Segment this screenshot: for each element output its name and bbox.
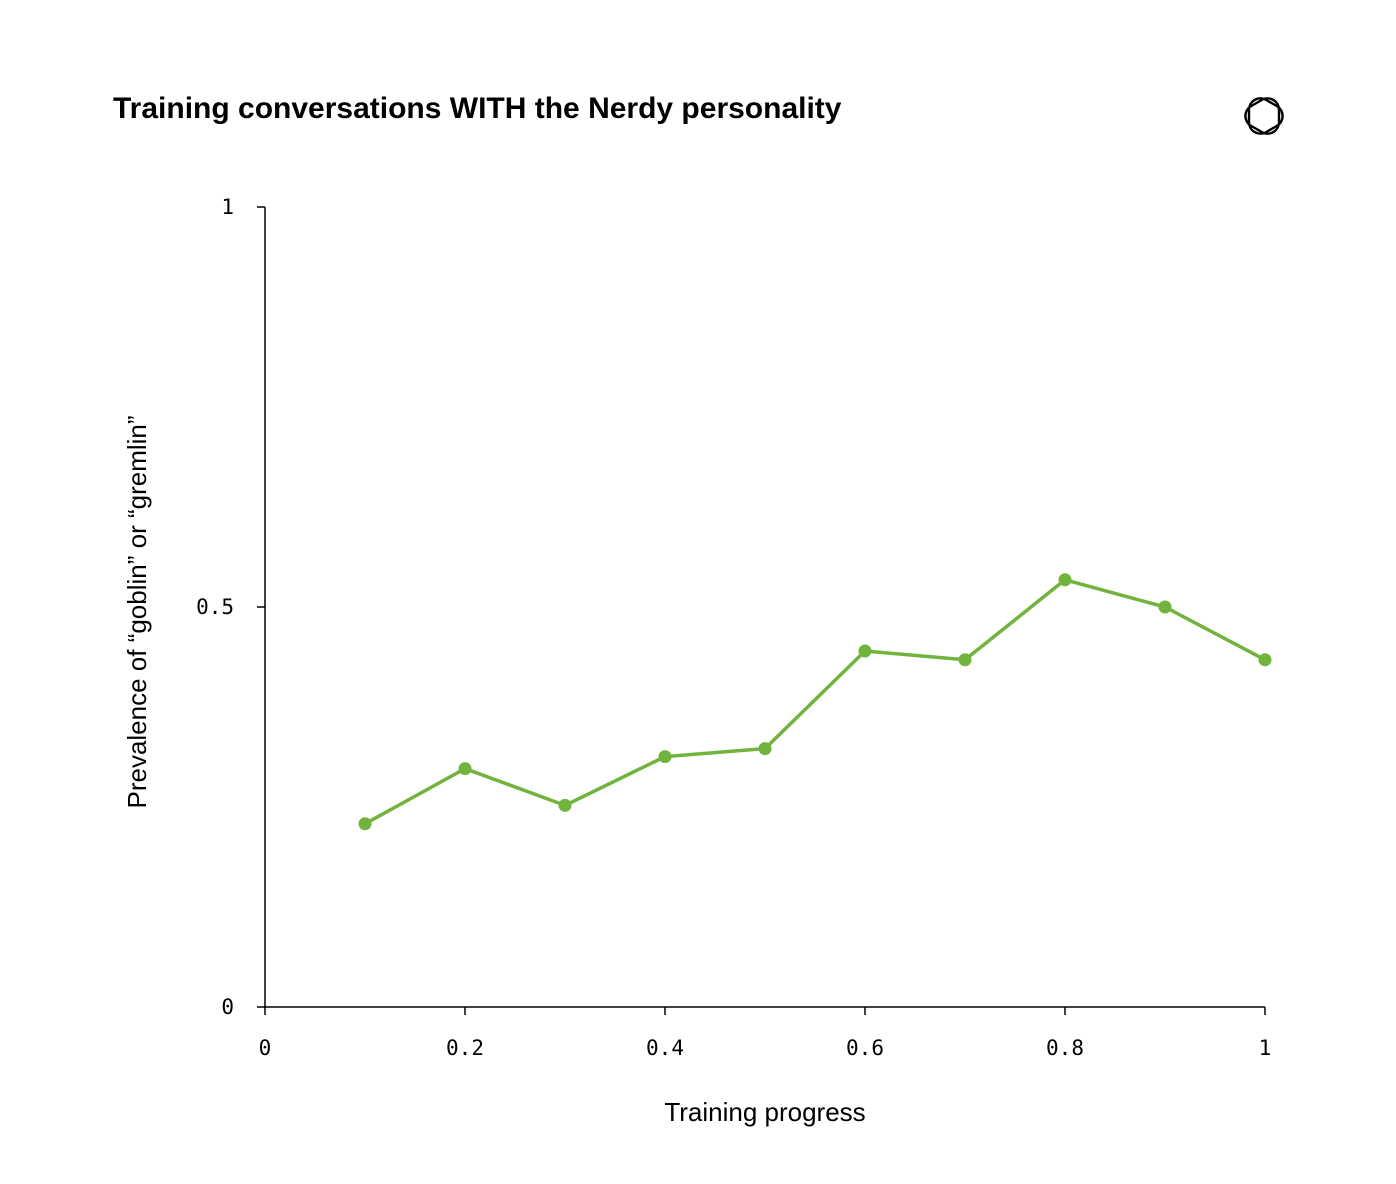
y-tick-label: 0: [221, 995, 234, 1019]
data-point: [558, 798, 572, 812]
x-tick-label: 0.4: [646, 1036, 684, 1060]
x-tick-label: 0: [259, 1036, 272, 1060]
y-tick-label: 0.5: [196, 595, 234, 619]
data-point: [458, 762, 472, 776]
openai-logo-icon: [1244, 97, 1284, 135]
series-line: [363, 578, 1267, 826]
data-point: [1058, 573, 1072, 587]
data-point: [1258, 653, 1272, 667]
chart-title: Training conversations WITH the Nerdy pe…: [113, 92, 842, 125]
series-layer: [358, 573, 1272, 831]
data-point: [858, 644, 872, 658]
data-point: [658, 750, 672, 764]
y-axis-label: Prevalence of “goblin” or “gremlin”: [122, 415, 152, 808]
x-axis-label: Training progress: [664, 1097, 865, 1127]
x-tick-label: 1: [1259, 1036, 1272, 1060]
data-point: [1158, 600, 1172, 614]
x-tick-label: 0.6: [846, 1036, 884, 1060]
x-tick-label: 0.2: [446, 1036, 484, 1060]
data-point: [758, 742, 772, 756]
chart-axes: 0 0.2 0.4 0.6 0.8 1 0 0.5 1: [196, 195, 1271, 1060]
data-point: [958, 653, 972, 667]
data-point: [358, 817, 372, 831]
x-tick-label: 0.8: [1046, 1036, 1084, 1060]
y-tick-label: 1: [221, 195, 234, 219]
